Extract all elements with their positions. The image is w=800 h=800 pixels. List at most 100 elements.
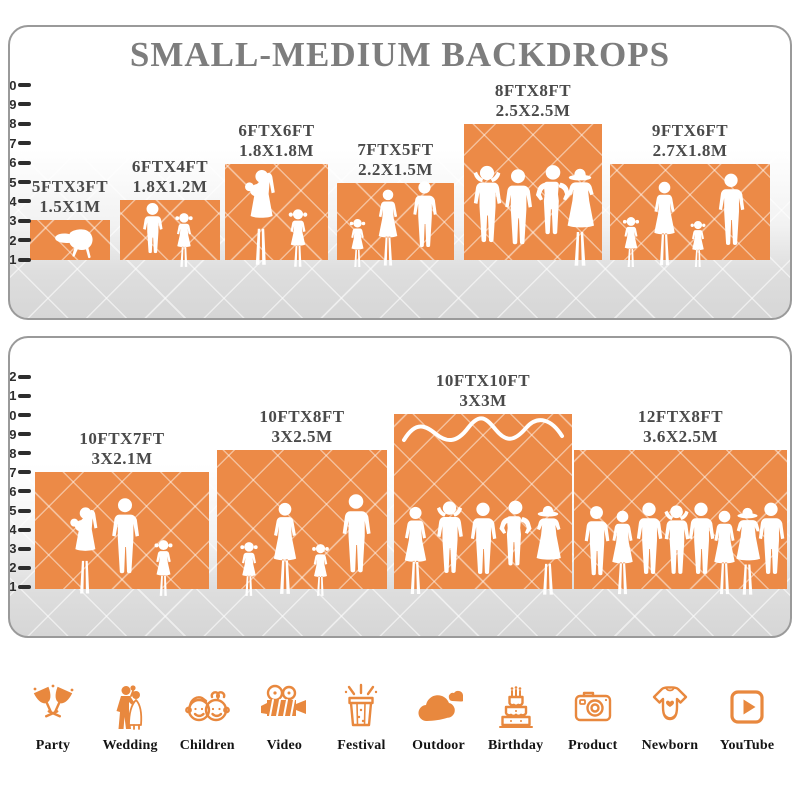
ruler-number: 8 — [9, 116, 17, 132]
backdrop-size-label: 10FTX10FT 3X3M — [435, 370, 531, 410]
ruler-number: 2 — [9, 560, 17, 576]
backdrop-size-label: 6FTX4FT 1.8X1.2M — [131, 156, 209, 196]
ruler-tick-mark — [18, 238, 31, 243]
ruler-tick-mark — [18, 121, 31, 126]
small-medium-panel: SMALL-MEDIUM BACKDROPS 5FTX3FT 1.5X1M 6FT… — [8, 25, 792, 320]
ruler-tick-mark — [18, 180, 31, 184]
silhouette-family-of-three — [70, 498, 173, 596]
birthday-icon — [498, 686, 533, 728]
ruler-tick-mark — [18, 257, 31, 262]
category-label: Children — [179, 738, 235, 753]
silhouette-family-of-four — [622, 173, 745, 268]
youtube-icon — [730, 690, 764, 724]
silhouette-four-adults — [473, 165, 594, 266]
ruler-tick-mark — [18, 141, 31, 146]
ruler-number: 6 — [9, 483, 17, 499]
silhouette-family-of-three — [349, 181, 437, 267]
panel-title: SMALL-MEDIUM BACKDROPS — [129, 35, 671, 74]
backdrop-size-label: 8FTX8FT 2.5X2.5M — [494, 80, 572, 120]
category-label: Video — [266, 738, 303, 753]
ruler-number: 9 — [9, 96, 17, 112]
video-icon — [261, 684, 307, 717]
ruler-tick-mark — [18, 489, 31, 494]
ruler-tick-mark — [18, 470, 31, 475]
backdrop-size-label: 5FTX3FT 1.5X1M — [31, 176, 109, 216]
category-party: Party — [18, 683, 88, 754]
backdrop-size-label: 10FTX8FT 3X2.5M — [259, 406, 345, 446]
backdrop-10x8: 10FTX8FT 3X2.5M — [217, 407, 387, 596]
backdrop-6x4: 6FTX4FT 1.8X1.2M — [120, 157, 220, 267]
ruler-number: 1 — [9, 252, 17, 268]
festival-icon — [345, 683, 378, 727]
backdrop-size-label: 7FTX5FT 2.2X1.5M — [357, 139, 434, 179]
backdrop-size-label: 10FTX7FT 3X2.1M — [79, 428, 165, 468]
backdrop-7x5: 7FTX5FT 2.2X1.5M — [337, 140, 454, 267]
ruler-number: 10 — [9, 77, 17, 93]
category-product: Product — [558, 683, 628, 754]
category-label: Outdoor — [412, 738, 465, 753]
backdrop-10x10: 10FTX10FT 3X3M — [394, 371, 572, 595]
ruler-tick-mark — [18, 508, 31, 513]
category-wedding: Wedding — [95, 683, 165, 754]
silhouette-crawling-baby — [55, 229, 93, 259]
ruler-tick-mark — [18, 546, 31, 551]
category-newborn: Newborn — [635, 683, 705, 754]
backdrop-9x6: 9FTX6FT 2.7X1.8M — [610, 121, 770, 268]
ruler-tick: 8 — [9, 445, 31, 461]
ruler-number: 5 — [9, 503, 17, 518]
ruler-tick: 1 — [9, 579, 31, 595]
script-flourish-decoration — [402, 416, 564, 442]
backdrop-5x3: 5FTX3FT 1.5X1M — [30, 177, 110, 260]
backdrop-size-label: 6FTX6FT 1.8X1.8M — [238, 120, 315, 160]
ruler-tick: 7 — [9, 135, 31, 151]
ruler-number: 9 — [9, 426, 17, 442]
silhouette-family-of-four — [240, 494, 371, 596]
silhouette-boy-and-girl — [143, 202, 193, 267]
ruler-number: 1 — [9, 579, 17, 595]
ruler-tick: 4 — [10, 194, 31, 209]
ruler-tick: 10 — [9, 407, 31, 423]
ruler-tick: 2 — [9, 232, 31, 248]
ruler-number: 3 — [9, 541, 17, 557]
ruler-tick-mark — [18, 199, 31, 204]
ruler-tick-mark — [18, 565, 31, 570]
ruler-number: 7 — [9, 464, 17, 480]
ruler-tick: 2 — [9, 560, 31, 576]
backdrop-12x8: 12FTX8FT 3.6X2.5M — [574, 407, 787, 595]
category-label: Newborn — [641, 738, 699, 753]
category-youtube: YouTube — [712, 683, 782, 754]
silhouette-crowd — [584, 502, 785, 595]
ruler-number: 6 — [9, 155, 17, 171]
ruler-tick-mark — [18, 160, 31, 165]
ruler-number: 5 — [9, 174, 17, 190]
ruler-tick-mark — [18, 218, 31, 223]
category-birthday: Birthday — [481, 683, 551, 754]
ruler-tick-mark — [18, 432, 31, 437]
ruler-tick: 1 — [9, 252, 31, 268]
ruler-tick: 3 — [10, 213, 31, 228]
ruler-number: 2 — [9, 232, 17, 248]
category-row: Party Wedding Children Video Festival Ou… — [18, 658, 782, 754]
ruler-number: 7 — [9, 135, 17, 151]
category-children: Children — [172, 683, 242, 754]
wedding-icon — [116, 685, 143, 730]
ruler-tick: 10 — [9, 77, 31, 93]
ruler-tick: 8 — [9, 116, 31, 132]
ruler-number: 11 — [9, 388, 17, 404]
ruler-tick-mark — [18, 102, 31, 107]
backdrop-size-label: 12FTX8FT 3.6X2.5M — [637, 406, 724, 446]
backdrop-6x6: 6FTX6FT 1.8X1.8M — [225, 121, 328, 267]
ruler-tick-mark — [18, 393, 31, 398]
category-label: Festival — [337, 738, 386, 753]
ruler-number: 8 — [9, 445, 17, 461]
backdrop-10x7: 10FTX7FT 3X2.1M — [35, 429, 209, 596]
ruler-number: 10 — [9, 407, 17, 423]
category-label: Birthday — [488, 738, 544, 753]
ruler-tick: 12 — [10, 369, 31, 384]
ruler-tick: 4 — [10, 522, 31, 537]
product-icon — [574, 691, 611, 722]
category-label: YouTube — [719, 738, 775, 753]
ruler-tick: 3 — [9, 541, 31, 557]
category-outdoor: Outdoor — [404, 683, 474, 754]
children-icon — [185, 691, 231, 722]
